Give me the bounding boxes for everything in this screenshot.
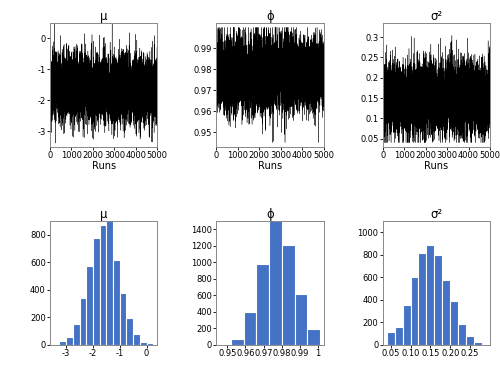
Bar [474, 342, 482, 345]
Bar [73, 324, 80, 345]
Bar [394, 327, 402, 345]
Bar [418, 254, 426, 345]
X-axis label: Runs: Runs [258, 161, 282, 171]
Bar [426, 245, 434, 345]
Title: σ²: σ² [430, 10, 442, 23]
Bar [482, 344, 490, 345]
Title: σ²: σ² [430, 208, 442, 221]
Bar [244, 312, 256, 345]
Bar [60, 341, 66, 345]
Bar [133, 334, 140, 345]
Bar [120, 293, 126, 345]
Bar [140, 342, 146, 345]
Bar [52, 344, 60, 345]
Bar [106, 220, 113, 345]
Bar [113, 260, 120, 345]
Bar [256, 264, 269, 345]
Bar [466, 336, 474, 345]
Title: ϕ: ϕ [266, 10, 274, 23]
Bar [218, 344, 231, 345]
Title: ϕ: ϕ [266, 208, 274, 221]
Bar [450, 301, 458, 345]
Bar [269, 219, 282, 345]
Bar [434, 255, 442, 345]
Bar [386, 332, 394, 345]
Bar [282, 245, 294, 345]
Bar [308, 329, 320, 345]
Bar [458, 324, 466, 345]
Bar [231, 339, 243, 345]
Bar [93, 238, 100, 345]
Bar [66, 337, 73, 345]
Title: μ: μ [100, 10, 108, 23]
Bar [86, 265, 93, 345]
Bar [294, 294, 308, 345]
Bar [100, 225, 106, 345]
Bar [442, 280, 450, 345]
Bar [80, 298, 86, 345]
Title: μ: μ [100, 208, 108, 221]
Bar [402, 304, 410, 345]
Bar [126, 318, 133, 345]
Bar [410, 277, 418, 345]
X-axis label: Runs: Runs [424, 161, 448, 171]
Bar [146, 343, 154, 345]
X-axis label: Runs: Runs [92, 161, 116, 171]
